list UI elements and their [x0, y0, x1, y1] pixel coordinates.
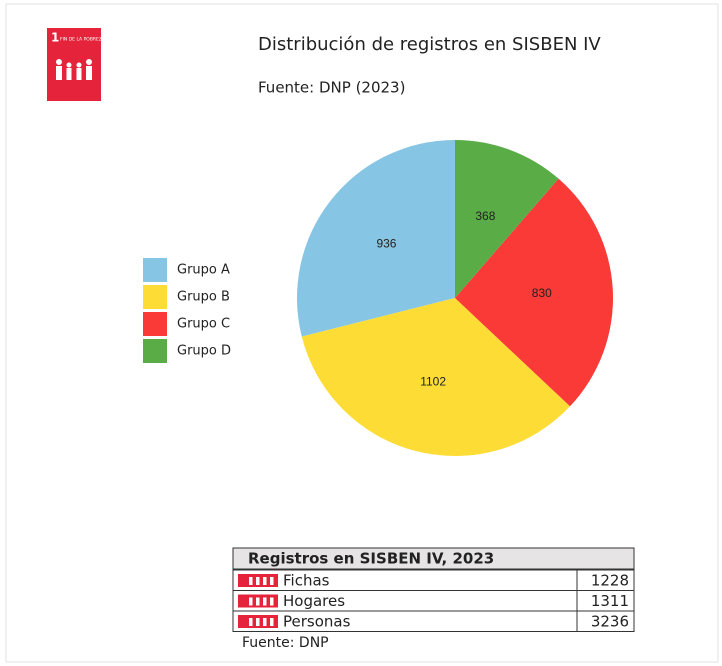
- row-icon-figure: [249, 618, 253, 626]
- table-row: [232, 610, 635, 632]
- row-icon-figure: [256, 577, 260, 585]
- row-value: 1311: [591, 592, 629, 610]
- legend-swatch: [143, 285, 167, 309]
- pie-slice: [297, 140, 455, 337]
- data-label: 830: [532, 286, 552, 300]
- data-label: 1102: [420, 374, 446, 388]
- legend-swatch: [143, 312, 167, 336]
- pie-slice: [301, 298, 571, 456]
- row-value: 1228: [591, 572, 629, 590]
- legend-label: Grupo A: [177, 263, 230, 278]
- row-icon-figure: [249, 597, 253, 606]
- chart-title: Distribución de registros en SISBEN IV: [258, 34, 601, 55]
- row-icon-figure: [270, 597, 274, 606]
- legend-swatch: [143, 339, 167, 363]
- row-icon-figure: [263, 618, 267, 626]
- legend-swatch: [143, 258, 167, 282]
- row-value: 3236: [591, 613, 629, 631]
- row-icon-figure: [270, 618, 274, 626]
- row-icon-figure: [256, 618, 260, 626]
- logo-icon: [56, 59, 92, 80]
- data-label: 368: [475, 209, 495, 223]
- logo-label: FIN DE LA POBREZA: [60, 37, 106, 43]
- row-icon-figure: [263, 597, 267, 606]
- chart-subtitle: Fuente: DNP (2023): [258, 79, 405, 97]
- table-header: [232, 547, 635, 570]
- logo-number: 1: [51, 31, 59, 45]
- row-label: Fichas: [283, 572, 330, 590]
- pie-slice: [455, 140, 559, 298]
- row-label: Hogares: [283, 592, 345, 610]
- table-source: Fuente: DNP: [242, 635, 329, 651]
- data-label: 936: [376, 237, 396, 251]
- logo: [47, 28, 101, 101]
- pie-slice: [455, 178, 613, 407]
- row-icon-figure: [270, 577, 274, 585]
- legend-label: Grupo D: [177, 344, 231, 359]
- legend-label: Grupo C: [177, 317, 230, 332]
- legend-label: Grupo B: [177, 290, 230, 305]
- row-icon-figure: [256, 597, 260, 606]
- row-icon-figure: [263, 577, 267, 585]
- row-label: Personas: [283, 613, 351, 631]
- table-title: Registros en SISBEN IV, 2023: [248, 550, 494, 568]
- row-icon-figure: [249, 577, 253, 585]
